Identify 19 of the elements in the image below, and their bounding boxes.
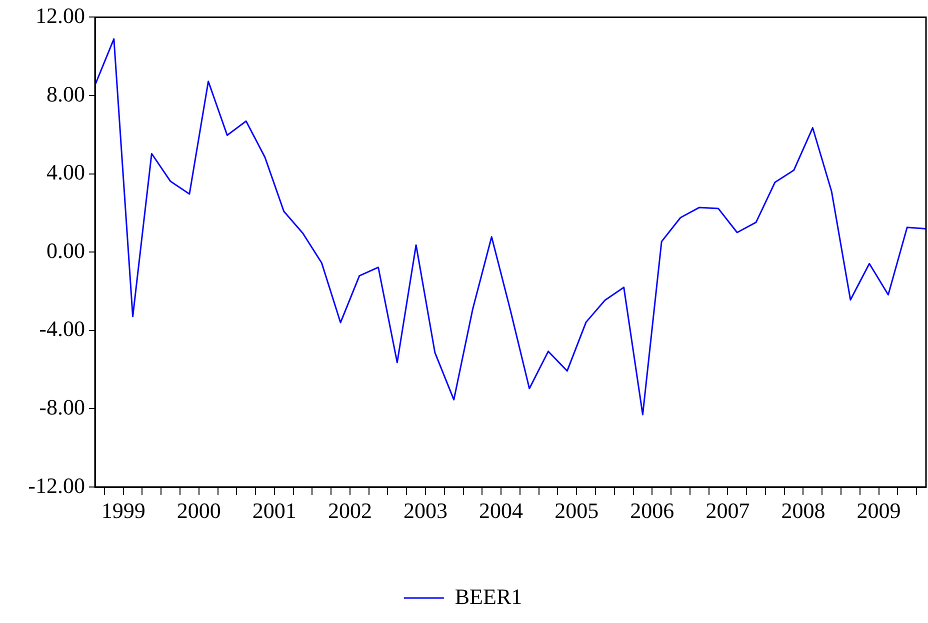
x-tick-label: 2005 — [554, 498, 599, 523]
y-tick-label: 8.00 — [46, 81, 85, 106]
y-tick-label: 12.00 — [36, 2, 85, 28]
x-tick-label: 2003 — [404, 498, 448, 523]
x-tick-label: 2002 — [328, 498, 372, 523]
y-tick-label: -12.00 — [28, 472, 85, 498]
y-tick-label: -8.00 — [39, 394, 85, 420]
x-tick-label: 2007 — [706, 498, 750, 523]
y-tick-label: -4.00 — [39, 316, 85, 342]
y-tick-label: 4.00 — [46, 160, 85, 185]
x-tick-label: 2004 — [479, 498, 524, 523]
x-tick-label: 1999 — [101, 498, 146, 523]
x-tick-label: 2009 — [856, 498, 901, 523]
legend-label: BEER1 — [454, 584, 522, 609]
x-tick-label: 2006 — [630, 498, 674, 523]
x-tick-label: 2008 — [781, 498, 826, 523]
x-tick-label: 2000 — [176, 498, 221, 523]
x-tick-label: 2001 — [252, 498, 296, 523]
y-tick-label: 0.00 — [46, 238, 85, 263]
